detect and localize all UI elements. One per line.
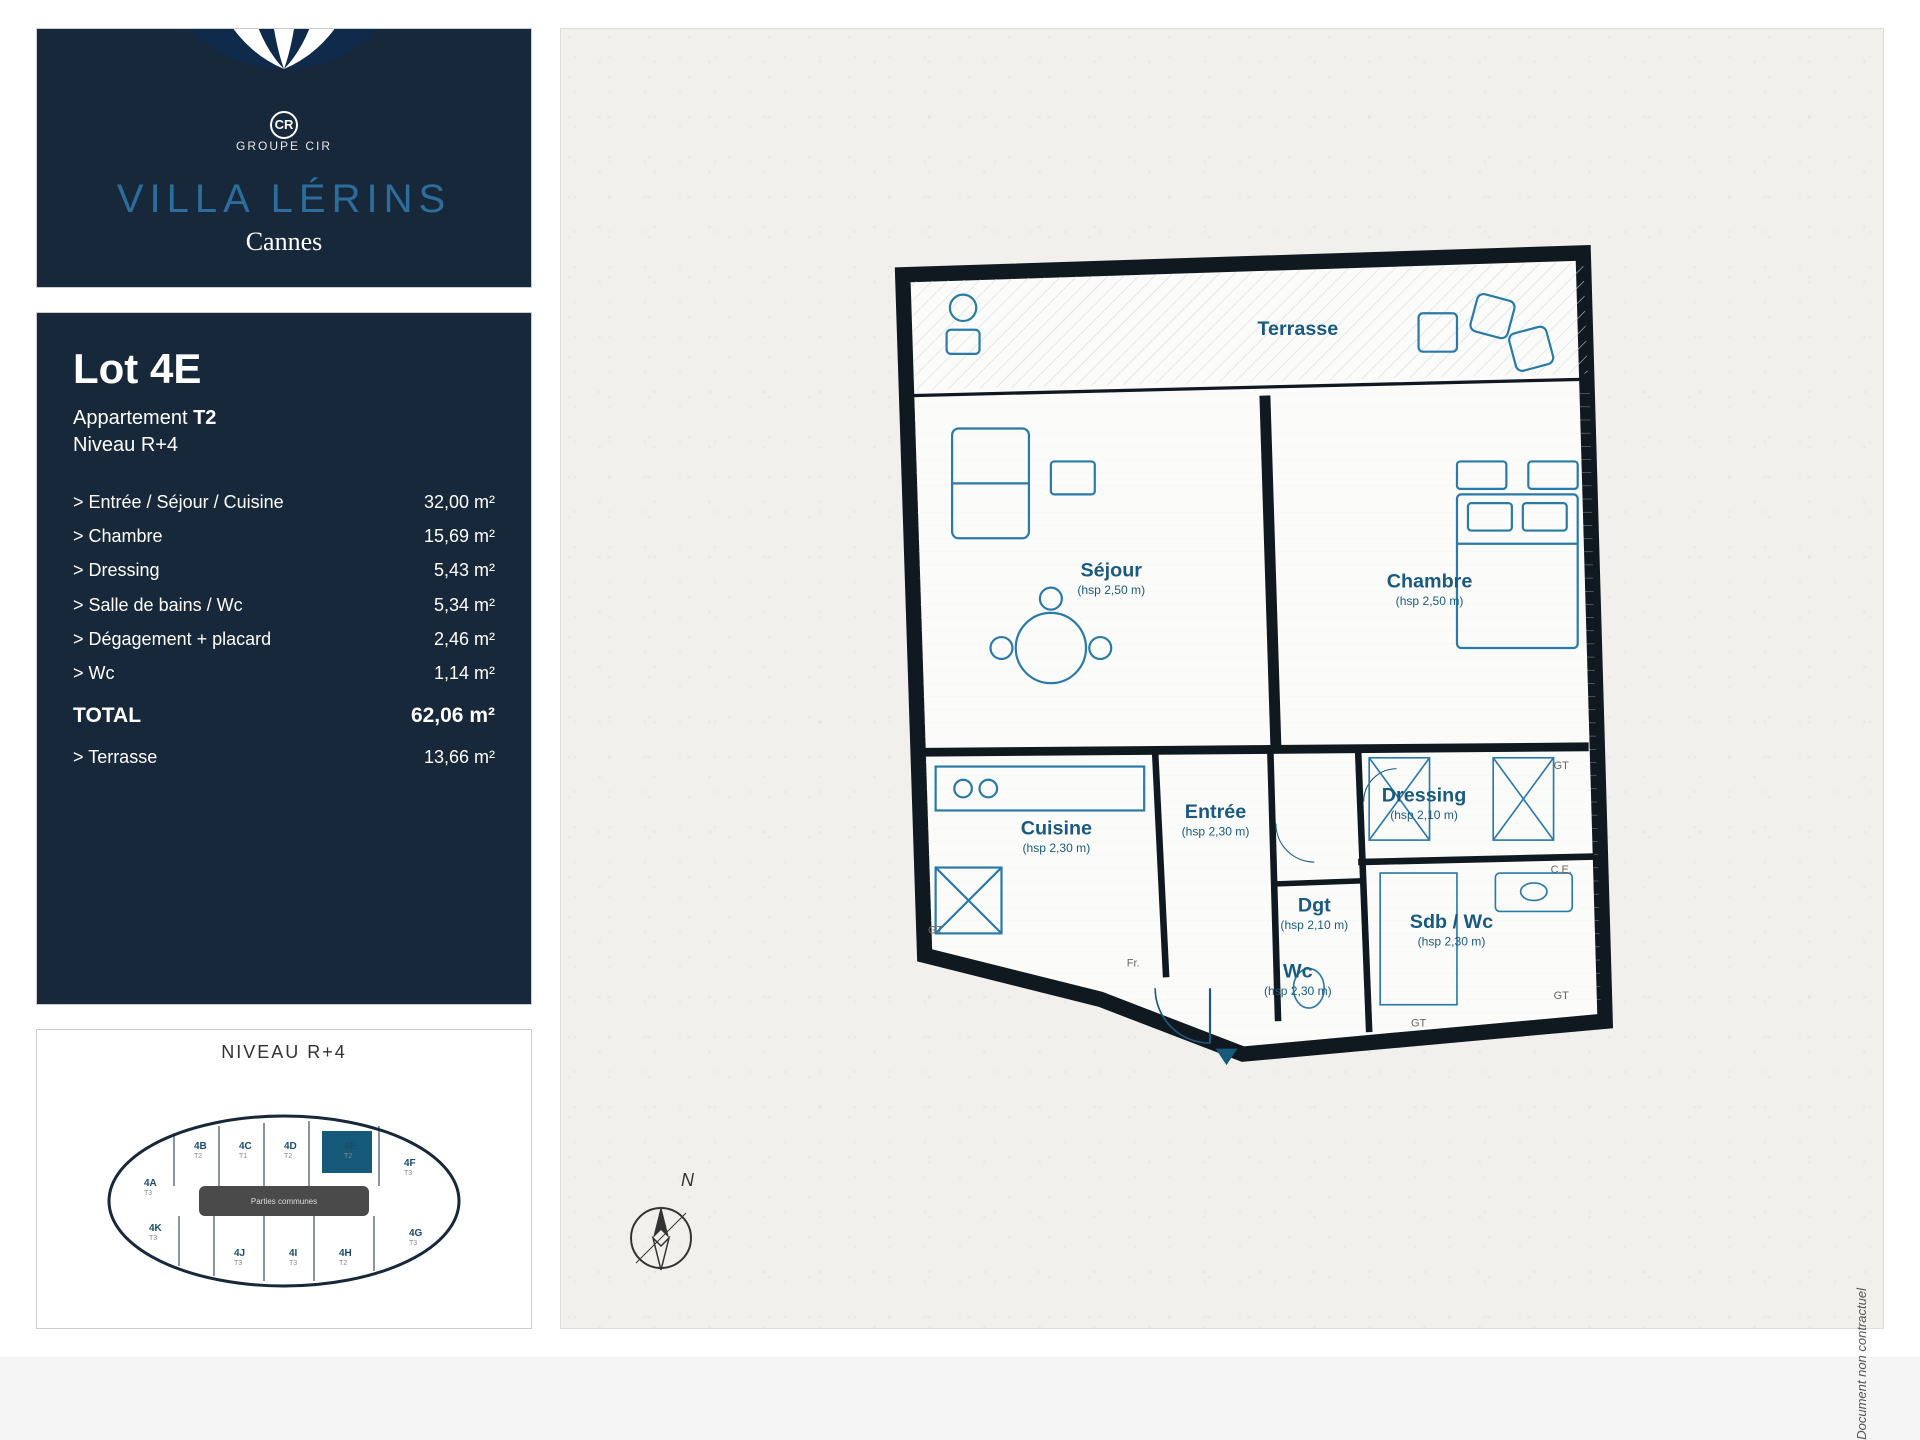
- floorplan-small-label: C.E.: [1551, 864, 1572, 876]
- locator-unit-type: T1: [239, 1153, 247, 1160]
- terrace-label: Terrasse: [73, 740, 157, 774]
- floorplan-room-hsp: (hsp 2,10 m): [1280, 918, 1348, 932]
- lot-title: Lot 4E: [73, 345, 495, 393]
- floorplan-room-name: Dressing: [1382, 785, 1467, 807]
- brand-group-label: GROUPE CIR: [37, 139, 531, 153]
- room-label: Dressing: [73, 553, 160, 587]
- locator-unit-id: 4G: [409, 1228, 423, 1239]
- room-row: Chambre 15,69 m²: [73, 519, 495, 553]
- apartment-level: Niveau R+4: [73, 434, 495, 457]
- locator-unit-type: T2: [344, 1153, 352, 1160]
- locator-unit-id: 4E: [344, 1141, 357, 1152]
- locator-unit-id: 4H: [339, 1248, 352, 1259]
- floorplan-panel: TerrasseSéjour(hsp 2,50 m)Chambre(hsp 2,…: [560, 28, 1884, 1329]
- room-label: Wc: [73, 656, 115, 690]
- floorplan-room-name: Wc: [1283, 960, 1313, 982]
- terrace-area: [911, 262, 1587, 390]
- floorplan-room-name: Entrée: [1185, 801, 1246, 823]
- terrace-row: Terrasse 13,66 m²: [73, 740, 495, 774]
- locator-unit-type: T3: [404, 1170, 412, 1177]
- floorplan-room-hsp: (hsp 2,50 m): [1396, 594, 1464, 608]
- room-row: Dressing 5,43 m²: [73, 553, 495, 587]
- locator-unit-id: 4I: [289, 1248, 298, 1259]
- room-area-list: Entrée / Séjour / Cuisine32,00 m²Chambre…: [73, 485, 495, 690]
- floorplan-room-name: Terrasse: [1257, 318, 1338, 340]
- room-label: Chambre: [73, 519, 163, 553]
- floorplan-room-hsp: (hsp 2,50 m): [1077, 583, 1145, 597]
- locator-unit-id: 4F: [404, 1158, 416, 1169]
- floorplan-room-name: Cuisine: [1021, 818, 1092, 840]
- floorplan-room-hsp: (hsp 2,30 m): [1023, 841, 1091, 855]
- room-area: 2,46 m²: [434, 622, 495, 656]
- project-title: VILLA LÉRINS: [37, 177, 531, 222]
- floorplan-room-hsp: (hsp 2,30 m): [1182, 825, 1250, 839]
- locator-unit-type: T3: [144, 1190, 152, 1197]
- locator-unit-id: 4D: [284, 1141, 297, 1152]
- locator-unit-type: T3: [409, 1240, 417, 1247]
- room-label: Dégagement + placard: [73, 622, 271, 656]
- locator-unit-id: 4J: [234, 1248, 245, 1259]
- floorplan-room-name: Sdb / Wc: [1410, 911, 1493, 933]
- brand-header-card: CR GROUPE CIR VILLA LÉRINS Cannes: [36, 28, 532, 288]
- room-area: 5,43 m²: [434, 553, 495, 587]
- locator-title: NIVEAU R+4: [49, 1042, 519, 1063]
- disclaimer-text: Document non contractuel: [1854, 1288, 1869, 1440]
- locator-unit-id: 4B: [194, 1141, 207, 1152]
- brand-logo-icon: CR: [270, 111, 298, 139]
- floorplan-room-name: Dgt: [1298, 894, 1331, 916]
- floorplan: TerrasseSéjour(hsp 2,50 m)Chambre(hsp 2,…: [741, 209, 1701, 1109]
- level-locator-card: NIVEAU R+4 Parties communes 4AT34BT24CT1…: [36, 1029, 532, 1329]
- floorplan-room-hsp: (hsp 2,10 m): [1390, 808, 1458, 822]
- floorplan-small-label: GT: [1411, 1018, 1427, 1030]
- common-areas-label: Parties communes: [251, 1197, 317, 1206]
- locator-unit-type: T3: [234, 1260, 242, 1267]
- locator-unit-id: 4C: [239, 1141, 252, 1152]
- compass-icon: N: [621, 1168, 711, 1288]
- total-row: TOTAL 62,06 m²: [73, 704, 495, 728]
- svg-text:N: N: [681, 1170, 695, 1190]
- total-label: TOTAL: [73, 704, 141, 728]
- floorplan-small-label: GT: [1554, 990, 1570, 1002]
- floorplan-small-label: GT: [928, 924, 944, 936]
- locator-unit-type: T2: [194, 1153, 202, 1160]
- locator-unit-type: T3: [149, 1235, 157, 1242]
- room-row: Wc 1,14 m²: [73, 656, 495, 690]
- highlighted-unit: [322, 1131, 372, 1173]
- locator-unit-id: 4K: [149, 1223, 163, 1234]
- room-label: Salle de bains / Wc: [73, 588, 243, 622]
- locator-plan: Parties communes 4AT34BT24CT14DT24ET24FT…: [49, 1071, 519, 1311]
- floorplan-room-name: Chambre: [1387, 571, 1473, 593]
- locator-unit-type: T2: [339, 1260, 347, 1267]
- room-area: 32,00 m²: [424, 485, 495, 519]
- locator-unit-type: T2: [284, 1153, 292, 1160]
- room-row: Dégagement + placard 2,46 m²: [73, 622, 495, 656]
- apartment-type: Appartement T2: [73, 407, 495, 430]
- room-area: 5,34 m²: [434, 588, 495, 622]
- floorplan-room-hsp: (hsp 2,30 m): [1264, 984, 1332, 998]
- project-subtitle: Cannes: [37, 227, 531, 257]
- terrace-value: 13,66 m²: [424, 740, 495, 774]
- floorplan-small-label: Fr.: [1127, 957, 1140, 969]
- floorplan-room-name: Séjour: [1081, 560, 1143, 582]
- room-row: Entrée / Séjour / Cuisine 32,00 m²: [73, 485, 495, 519]
- room-label: Entrée / Séjour / Cuisine: [73, 485, 284, 519]
- locator-unit-type: T3: [289, 1260, 297, 1267]
- locator-unit-id: 4A: [144, 1178, 157, 1189]
- floorplan-small-label: GT: [1554, 760, 1570, 772]
- room-area: 1,14 m²: [434, 656, 495, 690]
- total-value: 62,06 m²: [411, 704, 495, 728]
- lot-info-card: Lot 4E Appartement T2 Niveau R+4 Entrée …: [36, 312, 532, 1005]
- room-area: 15,69 m²: [424, 519, 495, 553]
- floorplan-room-hsp: (hsp 2,30 m): [1418, 934, 1486, 948]
- room-row: Salle de bains / Wc 5,34 m²: [73, 588, 495, 622]
